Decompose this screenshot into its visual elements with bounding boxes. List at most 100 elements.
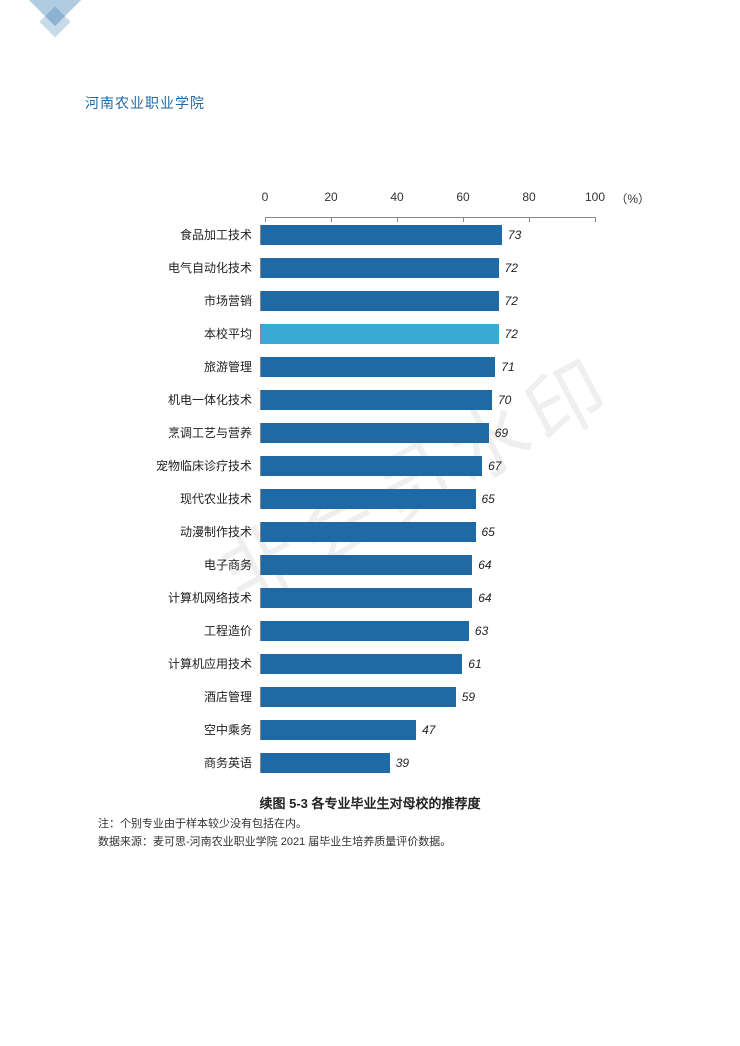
axis-tick-label: 20 <box>324 190 337 204</box>
bar-value-label: 72 <box>499 261 518 275</box>
x-axis: （%） 020406080100 <box>265 190 595 218</box>
bar-category-label: 动漫制作技术 <box>155 523 260 540</box>
bar-category-label: 空中乘务 <box>155 721 260 738</box>
bar-fill <box>261 621 469 641</box>
bar-row: 宠物临床诊疗技术 67 <box>155 449 635 482</box>
footnote-line: 数据来源：麦可思-河南农业职业学院 2021 届毕业生培养质量评价数据。 <box>98 834 451 852</box>
bar-row: 烹调工艺与营养 69 <box>155 416 635 449</box>
bar-value-label: 73 <box>502 228 521 242</box>
bar-fill <box>261 456 482 476</box>
bar-track: 65 <box>260 489 590 509</box>
axis-tick <box>265 217 266 222</box>
bar-value-label: 59 <box>456 690 475 704</box>
bar-row: 食品加工技术 73 <box>155 218 635 251</box>
axis-tick <box>529 217 530 222</box>
bar-fill <box>261 654 462 674</box>
bar-value-label: 65 <box>476 525 495 539</box>
footnote-line: 注：个别专业由于样本较少没有包括在内。 <box>98 816 451 834</box>
bar-row: 商务英语 39 <box>155 746 635 779</box>
bar-category-label: 电子商务 <box>155 556 260 573</box>
bar-fill <box>261 390 492 410</box>
bar-value-label: 39 <box>390 756 409 770</box>
axis-tick-label: 40 <box>390 190 403 204</box>
bar-category-label: 机电一体化技术 <box>155 391 260 408</box>
bar-value-label: 65 <box>476 492 495 506</box>
bar-value-label: 61 <box>462 657 481 671</box>
bar-value-label: 69 <box>489 426 508 440</box>
bar-track: 47 <box>260 720 590 740</box>
bar-track: 73 <box>260 225 590 245</box>
corner-decoration <box>0 0 120 80</box>
bar-fill <box>261 489 476 509</box>
page-header-title: 河南农业职业学院 <box>85 93 205 113</box>
axis-tick <box>463 217 464 222</box>
axis-unit-label: （%） <box>615 190 650 207</box>
bar-category-label: 食品加工技术 <box>155 226 260 243</box>
axis-tick-label: 80 <box>522 190 535 204</box>
bar-value-label: 63 <box>469 624 488 638</box>
bar-fill <box>261 258 499 278</box>
bar-track: 59 <box>260 687 590 707</box>
bar-track: 39 <box>260 753 590 773</box>
axis-tick-label: 100 <box>585 190 605 204</box>
bar-row: 现代农业技术 65 <box>155 482 635 515</box>
bar-fill <box>261 423 489 443</box>
bar-category-label: 计算机网络技术 <box>155 589 260 606</box>
bar-track: 71 <box>260 357 590 377</box>
bar-value-label: 64 <box>472 558 491 572</box>
bar-category-label: 酒店管理 <box>155 688 260 705</box>
bar-track: 64 <box>260 588 590 608</box>
bar-row: 计算机应用技术 61 <box>155 647 635 680</box>
bar-fill <box>261 687 456 707</box>
bar-category-label: 商务英语 <box>155 754 260 771</box>
bar-fill <box>261 753 390 773</box>
bar-track: 67 <box>260 456 590 476</box>
bar-row: 本校平均 72 <box>155 317 635 350</box>
bar-row: 工程造价 63 <box>155 614 635 647</box>
bar-value-label: 71 <box>495 360 514 374</box>
bar-fill <box>261 522 476 542</box>
bar-fill <box>261 291 499 311</box>
axis-tick <box>595 217 596 222</box>
bar-category-label: 宠物临床诊疗技术 <box>155 457 260 474</box>
bar-category-label: 旅游管理 <box>155 358 260 375</box>
bar-row: 空中乘务 47 <box>155 713 635 746</box>
bar-track: 72 <box>260 324 590 344</box>
bar-value-label: 72 <box>499 294 518 308</box>
axis-tick <box>397 217 398 222</box>
bar-category-label: 工程造价 <box>155 622 260 639</box>
bar-chart: （%） 020406080100 食品加工技术73电气自动化技术72市场营销72… <box>155 190 635 790</box>
bar-row: 酒店管理 59 <box>155 680 635 713</box>
bar-value-label: 64 <box>472 591 491 605</box>
axis-tick-label: 0 <box>262 190 269 204</box>
bar-track: 61 <box>260 654 590 674</box>
bar-value-label: 47 <box>416 723 435 737</box>
bar-track: 69 <box>260 423 590 443</box>
bar-fill <box>261 588 472 608</box>
bar-fill <box>261 225 502 245</box>
bar-value-label: 70 <box>492 393 511 407</box>
bar-category-label: 计算机应用技术 <box>155 655 260 672</box>
bar-row: 旅游管理 71 <box>155 350 635 383</box>
bar-row: 电子商务 64 <box>155 548 635 581</box>
axis-tick <box>331 217 332 222</box>
bar-row: 机电一体化技术 70 <box>155 383 635 416</box>
bar-fill <box>261 555 472 575</box>
bar-category-label: 烹调工艺与营养 <box>155 424 260 441</box>
bar-value-label: 67 <box>482 459 501 473</box>
bar-row: 计算机网络技术 64 <box>155 581 635 614</box>
axis-tick-label: 60 <box>456 190 469 204</box>
bar-track: 65 <box>260 522 590 542</box>
bar-fill <box>261 720 416 740</box>
bar-row: 动漫制作技术 65 <box>155 515 635 548</box>
bar-value-label: 72 <box>499 327 518 341</box>
bar-fill <box>261 357 495 377</box>
footnotes: 注：个别专业由于样本较少没有包括在内。 数据来源：麦可思-河南农业职业学院 20… <box>98 816 451 851</box>
bar-track: 64 <box>260 555 590 575</box>
bar-track: 72 <box>260 258 590 278</box>
bar-category-label: 本校平均 <box>155 325 260 342</box>
bar-category-label: 现代农业技术 <box>155 490 260 507</box>
bar-category-label: 市场营销 <box>155 292 260 309</box>
bar-row: 市场营销 72 <box>155 284 635 317</box>
bar-category-label: 电气自动化技术 <box>155 259 260 276</box>
